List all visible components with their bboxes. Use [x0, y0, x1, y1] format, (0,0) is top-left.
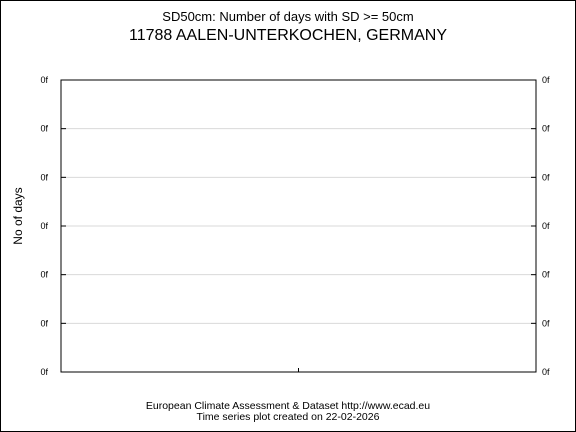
ticks: 0f 0f 0f 0f 0f 0f 0f 0f 0f 0f 0f 0f 0f 0f — [40, 75, 550, 377]
grid-lines — [61, 128, 536, 324]
y-tick-label-left: 0f — [40, 367, 48, 377]
y-tick-label-right: 0f — [542, 270, 550, 280]
y-tick-label-left: 0f — [40, 270, 48, 280]
footer-created: Time series plot created on 22-02-2026 — [196, 411, 380, 423]
footer-source: European Climate Assessment & Dataset ht… — [145, 400, 431, 412]
y-tick-label-left: 0f — [40, 318, 48, 328]
chart-title: SD50cm: Number of days with SD >= 50cm — [162, 9, 414, 24]
y-tick-label-left: 0f — [40, 221, 48, 231]
y-tick-label-right: 0f — [542, 75, 550, 85]
y-tick-label-right: 0f — [542, 172, 550, 182]
y-tick-label-right: 0f — [542, 318, 550, 328]
y-tick-label-left: 0f — [40, 124, 48, 134]
chart-subtitle: 11788 AALEN-UNTERKOCHEN, GERMANY — [128, 27, 447, 44]
y-tick-label-right: 0f — [542, 367, 550, 377]
y-tick-label-left: 0f — [40, 75, 48, 85]
y-tick-label-left: 0f — [40, 172, 48, 182]
y-tick-label-right: 0f — [542, 221, 550, 231]
y-tick-label-right: 0f — [542, 124, 550, 134]
